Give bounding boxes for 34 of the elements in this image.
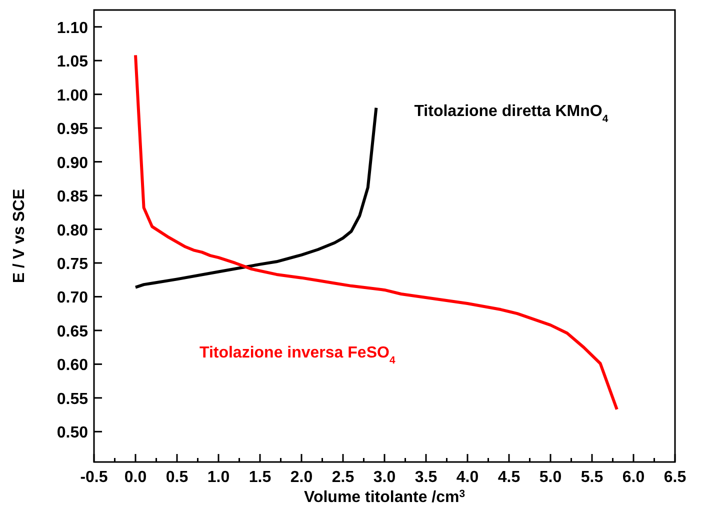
y-tick-label: 1.10 (56, 20, 88, 37)
line-series (134, 106, 378, 289)
x-tick-label: 2.5 (332, 469, 354, 486)
y-tick-label: 0.65 (56, 323, 88, 340)
y-tick-label: 0.60 (56, 357, 88, 374)
x-tick-label: 6.5 (664, 469, 686, 486)
x-tick-label: -0.5 (80, 469, 108, 486)
y-tick-label: 0.80 (56, 222, 88, 240)
x-tick-label: 1.0 (207, 469, 230, 486)
y-tick-label: 0.95 (56, 121, 88, 138)
x-tick-label: 3.5 (414, 469, 438, 486)
x-tick-label: 0.0 (124, 469, 147, 486)
x-tick-label: 6.0 (622, 469, 645, 486)
text: Titolazione diretta KMnO$_{4}$ (414, 102, 608, 124)
y-tick-label: 0.75 (56, 256, 88, 273)
x-axis-title: Volume titolante /cm$^{3}$ (304, 488, 466, 506)
y-tick-label: 0.50 (56, 424, 88, 442)
text: Titolazione inversa FeSO$_{4}$ (199, 344, 396, 366)
y-axis-title: E / V vs SCE (11, 188, 28, 284)
x-tick-label: 4.0 (456, 469, 479, 486)
x-tick-label: 3.0 (373, 469, 396, 486)
x-tick-label: 4.5 (498, 469, 520, 486)
y-tick-label: 0.70 (56, 290, 88, 307)
y-tick-label: 1.05 (56, 54, 88, 71)
line-series (134, 54, 618, 411)
y-tick-label: 0.55 (56, 390, 88, 408)
x-tick-label: 5.0 (539, 469, 562, 486)
y-tick-label: 1.00 (56, 87, 88, 104)
x-tick-label: 5.5 (580, 469, 604, 486)
x-tick-label: 1.5 (248, 469, 272, 486)
x-tick-label: 2.0 (290, 469, 313, 486)
x-tick-label: 0.5 (166, 469, 188, 486)
y-tick-label: 0.85 (56, 188, 88, 206)
y-tick-label: 0.90 (56, 154, 88, 172)
